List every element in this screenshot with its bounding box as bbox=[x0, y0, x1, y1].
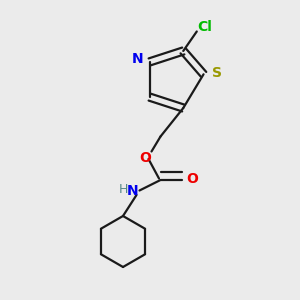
Text: Cl: Cl bbox=[197, 20, 212, 34]
Text: N: N bbox=[132, 52, 143, 67]
Text: O: O bbox=[186, 172, 198, 186]
Text: N: N bbox=[127, 184, 139, 198]
Text: H: H bbox=[119, 183, 129, 196]
Text: S: S bbox=[212, 66, 222, 80]
Text: O: O bbox=[140, 151, 152, 164]
